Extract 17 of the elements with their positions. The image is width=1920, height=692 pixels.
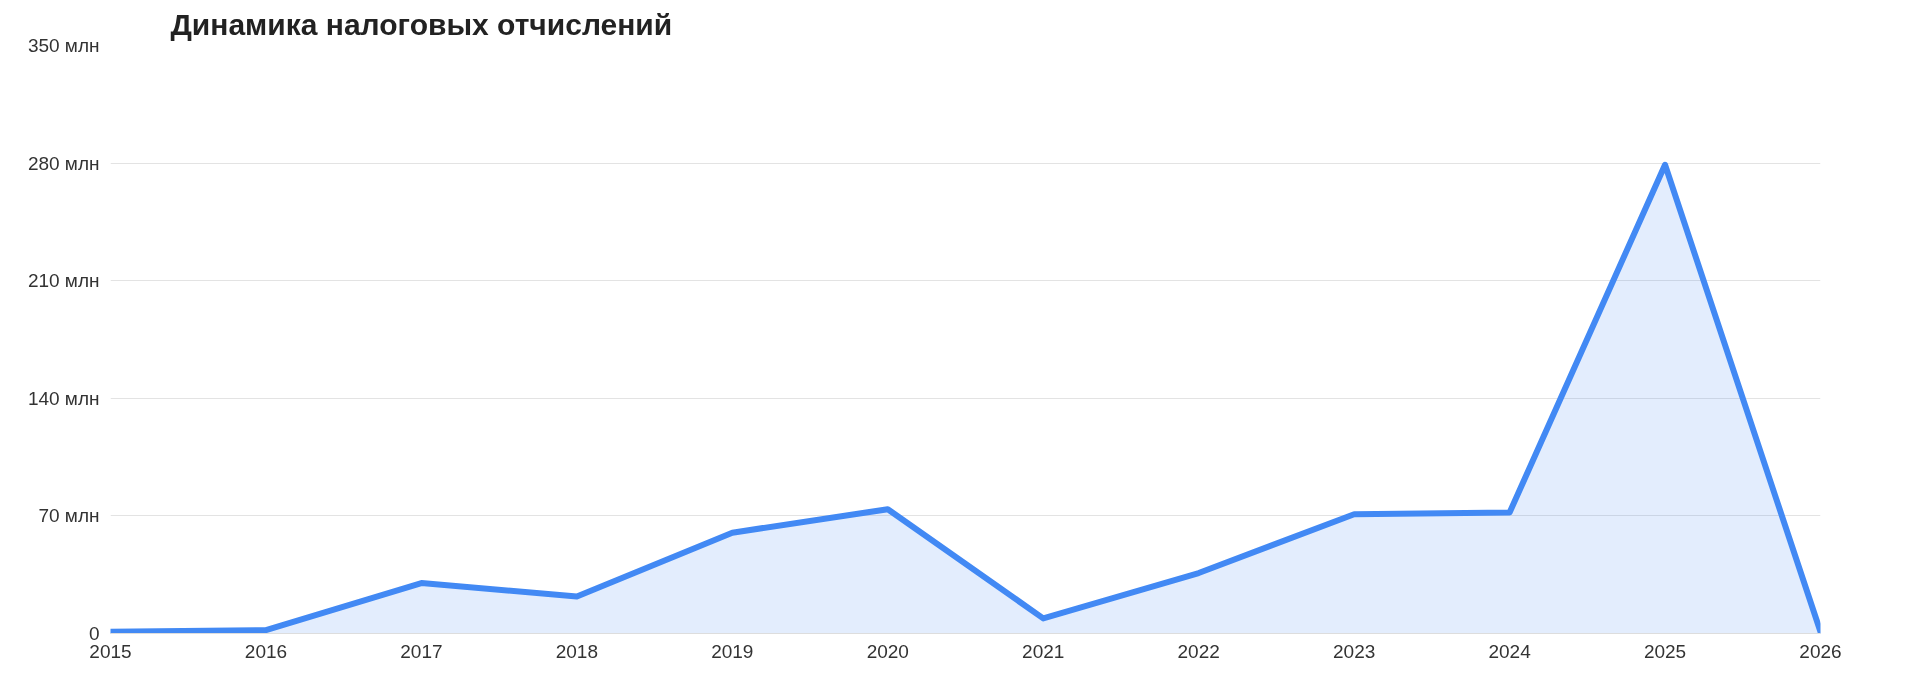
x-tick-label: 2024 xyxy=(1488,640,1532,662)
x-tick-label: 2017 xyxy=(400,640,443,662)
x-tick-label: 2025 xyxy=(1643,640,1687,662)
x-tick-label: 2019 xyxy=(711,640,754,662)
y-tick-label: 280 млн xyxy=(27,152,100,174)
y-tick-label: 350 млн xyxy=(27,35,100,56)
x-tick-label: 2021 xyxy=(1022,640,1065,662)
x-tick-label: 2022 xyxy=(1177,640,1220,662)
x-tick-label: 2020 xyxy=(866,640,909,662)
chart-title: Динамика налоговых отчислений xyxy=(170,7,673,41)
x-tick-label: 2018 xyxy=(555,640,599,662)
x-tick-label: 2026 xyxy=(1799,640,1842,662)
y-tick-label: 70 млн xyxy=(38,505,100,527)
x-tick-label: 2023 xyxy=(1333,640,1376,662)
x-tick-label: 2016 xyxy=(244,640,288,662)
y-tick-label: 210 млн xyxy=(27,270,100,292)
y-tick-label: 140 млн xyxy=(27,387,100,409)
